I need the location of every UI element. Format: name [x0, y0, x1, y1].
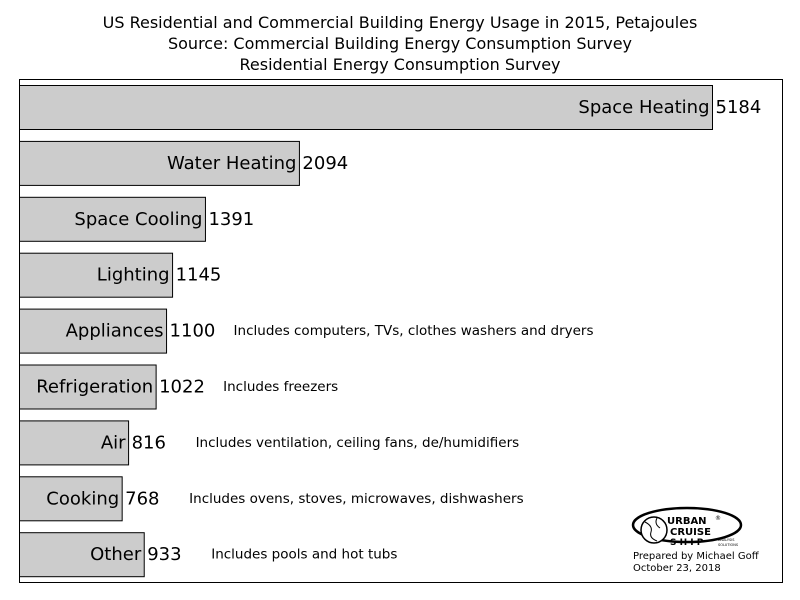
category-label: Other — [90, 544, 142, 565]
logo-registered-mark: ® — [715, 515, 721, 522]
bar — [19, 252, 174, 298]
bar-note: Includes ventilation, ceiling fans, de/h… — [196, 435, 520, 451]
chart-title-line-2: Source: Commercial Building Energy Consu… — [167, 34, 632, 53]
category-label: Appliances — [66, 321, 164, 342]
category-label: Air — [101, 432, 126, 453]
bar — [19, 476, 123, 522]
value-label: 816 — [132, 432, 166, 453]
urban-cruise-ship-logo: URBAN ® CRUISE S H I P ANALYSIS SOLUTION… — [631, 506, 743, 548]
value-label: 1100 — [170, 321, 216, 342]
logo-word-urban: URBAN — [667, 516, 707, 527]
bar — [19, 308, 168, 354]
chart-title-line-1: US Residential and Commercial Building E… — [102, 13, 698, 32]
category-label: Space Heating — [578, 97, 709, 118]
category-label: Water Heating — [167, 153, 296, 174]
bar-note: Includes freezers — [223, 379, 338, 395]
prepared-by-credit: Prepared by Michael Goff — [633, 551, 760, 562]
value-label: 2094 — [302, 153, 348, 174]
bar — [19, 420, 130, 466]
chart-title-line-3: Residential Energy Consumption Survey — [239, 55, 561, 74]
bar — [19, 85, 713, 130]
logo-tagline-solutions: SOLUTIONS — [718, 543, 739, 547]
bar — [19, 196, 206, 242]
value-label: 1391 — [208, 209, 254, 230]
category-label: Space Cooling — [74, 209, 202, 230]
category-label: Cooking — [46, 488, 119, 509]
bar-note: Includes computers, TVs, clothes washers… — [234, 323, 594, 339]
value-label: 933 — [147, 544, 181, 565]
bar — [19, 364, 157, 410]
logo-tagline-analysis: ANALYSIS — [718, 538, 735, 542]
category-label: Refrigeration — [36, 377, 153, 398]
value-label: 1145 — [176, 265, 222, 286]
value-label: 1022 — [159, 377, 205, 398]
bar-note: Includes pools and hot tubs — [211, 547, 397, 563]
value-label: 5184 — [716, 97, 762, 118]
logo-word-cruise: CRUISE — [670, 527, 711, 538]
bar — [19, 140, 300, 186]
bar-note: Includes ovens, stoves, microwaves, dish… — [189, 491, 523, 507]
value-label: 768 — [125, 488, 159, 509]
logo-globe-lines — [644, 517, 661, 542]
bar — [19, 532, 145, 578]
prepared-date: October 23, 2018 — [633, 563, 721, 574]
bars-layer: Space Heating 5184 Water Heating 2094 Space … — [19, 85, 762, 578]
category-label: Lighting — [97, 265, 170, 286]
logo-ring — [631, 506, 743, 544]
logo-word-ship: S H I P — [670, 538, 704, 548]
